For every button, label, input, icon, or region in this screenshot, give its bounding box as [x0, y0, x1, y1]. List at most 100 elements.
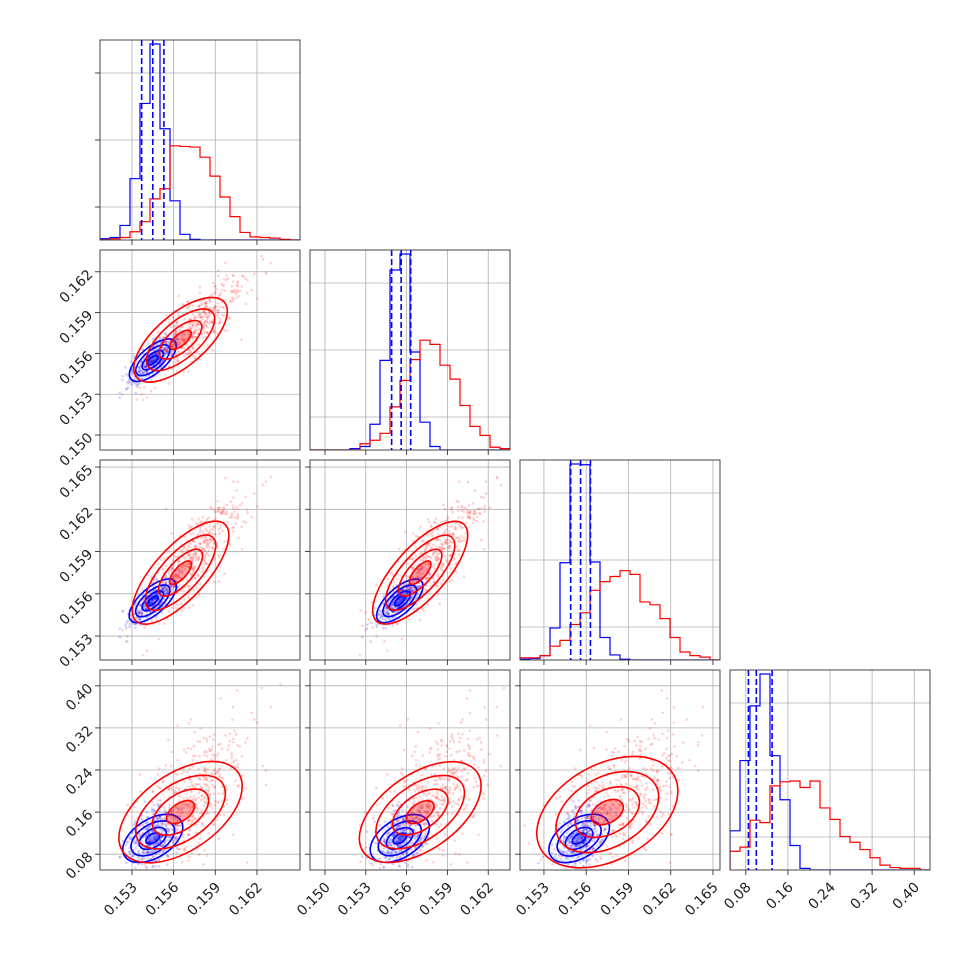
point	[415, 603, 418, 606]
point	[210, 507, 214, 510]
point	[152, 837, 156, 841]
point	[473, 509, 476, 512]
point	[168, 803, 171, 807]
point	[405, 596, 409, 600]
point	[427, 803, 431, 807]
point	[189, 795, 192, 799]
point	[191, 819, 195, 823]
point	[176, 846, 179, 850]
point	[208, 299, 212, 302]
point	[440, 795, 444, 798]
point	[431, 534, 435, 538]
point	[445, 528, 449, 531]
point	[414, 534, 417, 538]
point	[279, 683, 282, 686]
point	[212, 525, 216, 528]
point	[118, 396, 122, 400]
point	[124, 623, 127, 627]
point	[409, 586, 412, 589]
point	[387, 612, 390, 616]
point	[435, 559, 438, 562]
point	[132, 612, 136, 616]
point	[208, 524, 212, 528]
point	[453, 788, 457, 792]
point	[217, 274, 220, 278]
point	[166, 617, 169, 621]
point	[164, 581, 168, 585]
point	[406, 852, 409, 855]
point	[132, 854, 136, 858]
point	[397, 818, 401, 822]
point	[187, 523, 190, 527]
point	[167, 827, 170, 831]
point	[185, 548, 188, 552]
point	[414, 546, 418, 549]
point	[233, 729, 236, 733]
point	[414, 875, 417, 878]
point	[450, 804, 454, 808]
contour-3-1-series-1-level-0	[405, 799, 435, 825]
point	[171, 559, 175, 562]
point	[464, 779, 468, 782]
point	[214, 771, 218, 775]
ytick-label-3-1: 0.16	[63, 807, 96, 840]
point	[397, 871, 400, 874]
point	[202, 804, 206, 807]
point	[472, 516, 475, 520]
point	[414, 744, 418, 748]
point	[421, 785, 424, 788]
point	[396, 600, 399, 604]
point	[400, 849, 403, 853]
point	[222, 505, 225, 509]
point	[204, 784, 208, 787]
point	[408, 817, 411, 821]
point	[163, 347, 166, 350]
point	[209, 749, 212, 752]
point	[128, 835, 131, 839]
ytick-label-2-2: 0.159	[57, 547, 97, 587]
point	[406, 586, 409, 590]
point	[236, 508, 240, 511]
point	[414, 783, 417, 787]
point	[462, 749, 466, 752]
point	[175, 575, 178, 579]
point	[441, 545, 444, 549]
point	[237, 536, 240, 540]
point	[124, 366, 127, 369]
point	[460, 770, 463, 773]
point	[425, 533, 429, 537]
point	[359, 608, 362, 612]
point	[405, 810, 408, 813]
point	[416, 571, 420, 574]
point	[220, 747, 224, 751]
point	[213, 768, 217, 771]
point	[383, 841, 386, 844]
point	[167, 382, 171, 385]
point	[483, 706, 487, 709]
panel-frame-1-0	[99, 249, 301, 451]
point	[161, 336, 165, 340]
point	[264, 783, 268, 787]
point	[193, 317, 197, 320]
point	[436, 538, 440, 541]
point	[196, 558, 200, 562]
point	[467, 754, 470, 757]
point	[435, 584, 439, 587]
point	[421, 558, 425, 562]
point	[217, 801, 221, 804]
point	[378, 857, 381, 860]
point	[386, 848, 390, 852]
point	[124, 388, 128, 391]
point	[198, 778, 202, 781]
point	[390, 606, 394, 609]
point	[165, 575, 168, 578]
point	[177, 560, 181, 563]
point	[203, 305, 207, 309]
point	[457, 553, 461, 557]
point	[479, 495, 483, 499]
point	[236, 515, 240, 518]
point	[419, 567, 422, 570]
histogram-2-series-1	[520, 570, 720, 660]
point	[208, 786, 211, 789]
point	[186, 300, 189, 304]
